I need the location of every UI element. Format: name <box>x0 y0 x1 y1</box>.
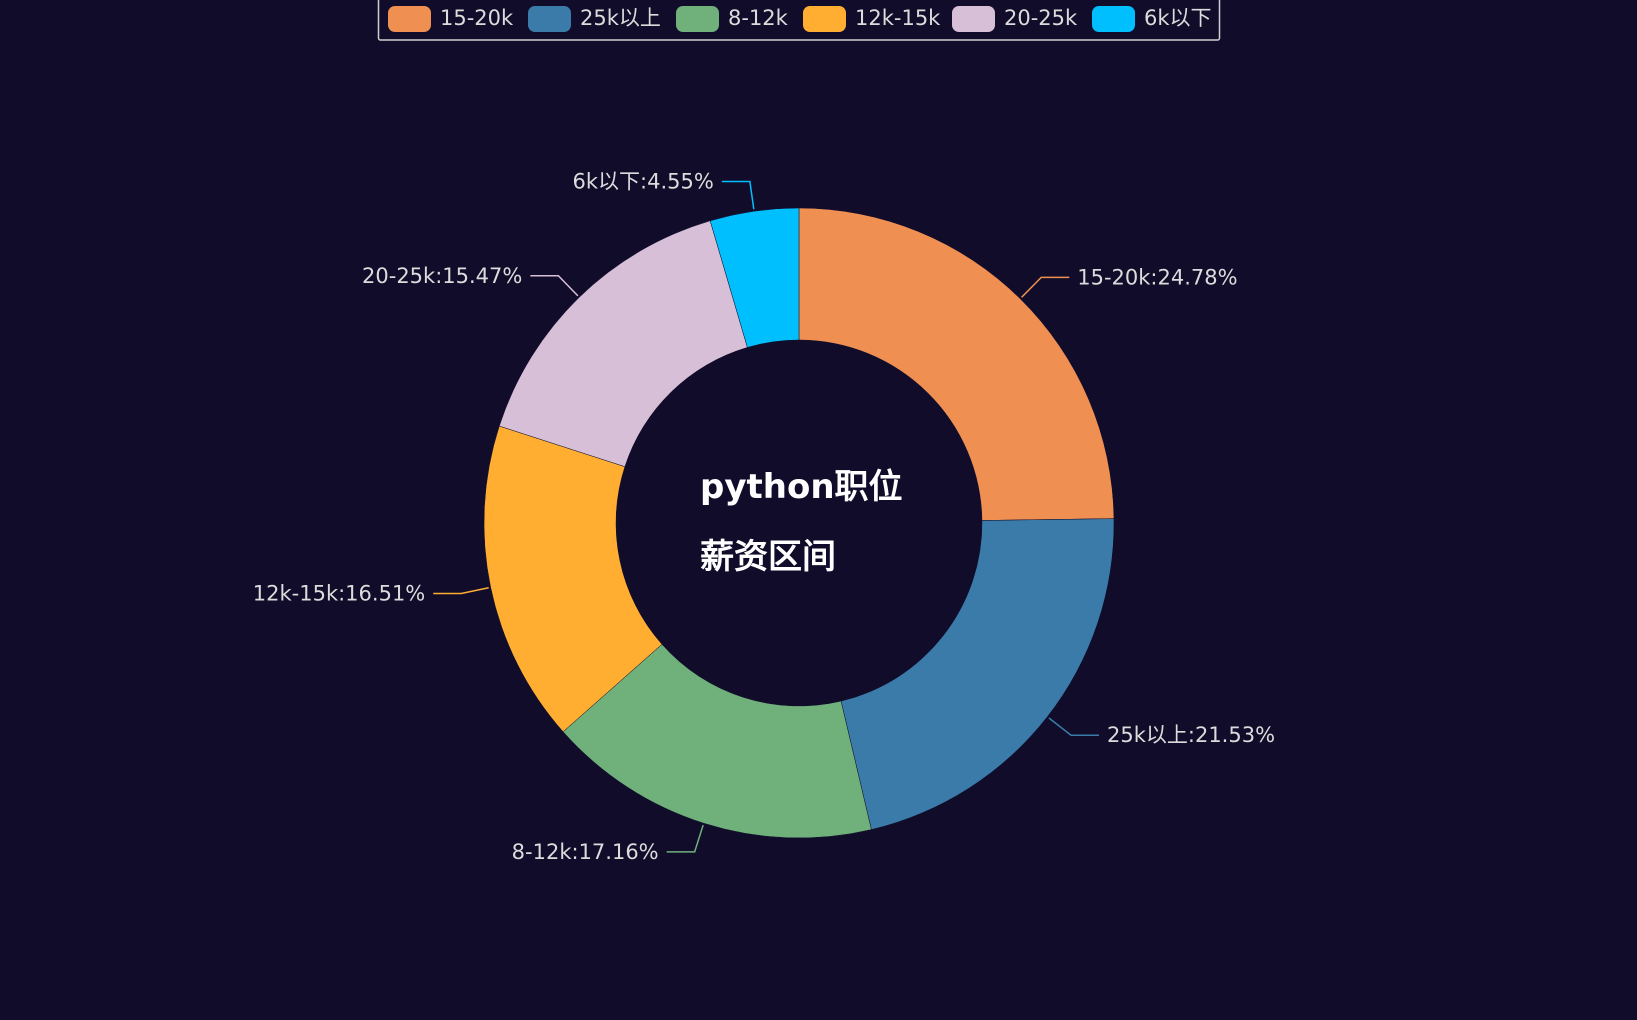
donut-slice[interactable] <box>483 425 663 733</box>
slice-label-group: 25k以上:21.53% <box>1048 717 1275 747</box>
donut-slice[interactable] <box>709 207 800 348</box>
leader-line <box>433 587 489 595</box>
legend-item[interactable]: 12k-15k <box>803 6 941 32</box>
donut-slice[interactable] <box>562 643 872 839</box>
leader-line <box>721 180 755 210</box>
legend-label: 25k以上 <box>580 6 661 30</box>
legend-swatch <box>676 6 719 32</box>
legend-label: 12k-15k <box>855 6 941 30</box>
legend-label: 8-12k <box>728 6 789 30</box>
legend-item[interactable]: 20-25k <box>952 6 1078 32</box>
center-title-line-2: 薪资区间 <box>700 537 836 577</box>
slice-label: 15-20k:24.78% <box>1077 265 1237 289</box>
slice-label-group: 6k以下:4.55% <box>573 170 755 210</box>
legend-swatch <box>803 6 846 32</box>
donut-slice[interactable] <box>498 220 748 467</box>
legend-swatch <box>388 6 431 32</box>
legend: 15-20k 25k以上 8-12k 12k-15k 20-25k 6k以下 <box>377 0 1221 41</box>
legend-label: 20-25k <box>1004 6 1078 30</box>
donut-slice[interactable] <box>840 518 1115 830</box>
slice-label-group: 12k-15k:16.51% <box>253 581 489 605</box>
slice-label: 8-12k:17.16% <box>512 840 659 864</box>
legend-item[interactable]: 25k以上 <box>528 6 661 32</box>
slice-label-group: 20-25k:15.47% <box>362 264 579 297</box>
center-title-line-1: python职位 <box>700 467 903 507</box>
legend-item[interactable]: 6k以下 <box>1092 6 1212 32</box>
donut-slice[interactable] <box>798 207 1115 521</box>
leader-line <box>666 824 704 853</box>
legend-swatch <box>1092 6 1135 32</box>
legend-item[interactable]: 15-20k <box>388 6 514 32</box>
slice-label: 12k-15k:16.51% <box>253 581 426 605</box>
legend-swatch <box>528 6 571 32</box>
legend-label: 6k以下 <box>1144 6 1212 30</box>
slice-label-group: 15-20k:24.78% <box>1021 265 1238 298</box>
center-title: python职位 薪资区间 <box>700 452 960 592</box>
legend-label: 15-20k <box>440 6 514 30</box>
legend-swatch <box>952 6 995 32</box>
slice-label-group: 8-12k:17.16% <box>512 824 704 864</box>
slice-label: 20-25k:15.47% <box>362 264 522 288</box>
leader-line <box>1048 717 1100 736</box>
legend-item[interactable]: 8-12k <box>676 6 789 32</box>
leader-line <box>530 275 579 297</box>
slice-label: 6k以下:4.55% <box>573 170 714 194</box>
leader-line <box>1021 276 1070 298</box>
slice-label: 25k以上:21.53% <box>1107 723 1275 747</box>
donut-slices <box>483 207 1115 839</box>
slice-labels: 15-20k:24.78% 25k以上:21.53% 8-12k:17.16% 12k… <box>253 170 1275 864</box>
legend-border <box>377 0 1221 41</box>
